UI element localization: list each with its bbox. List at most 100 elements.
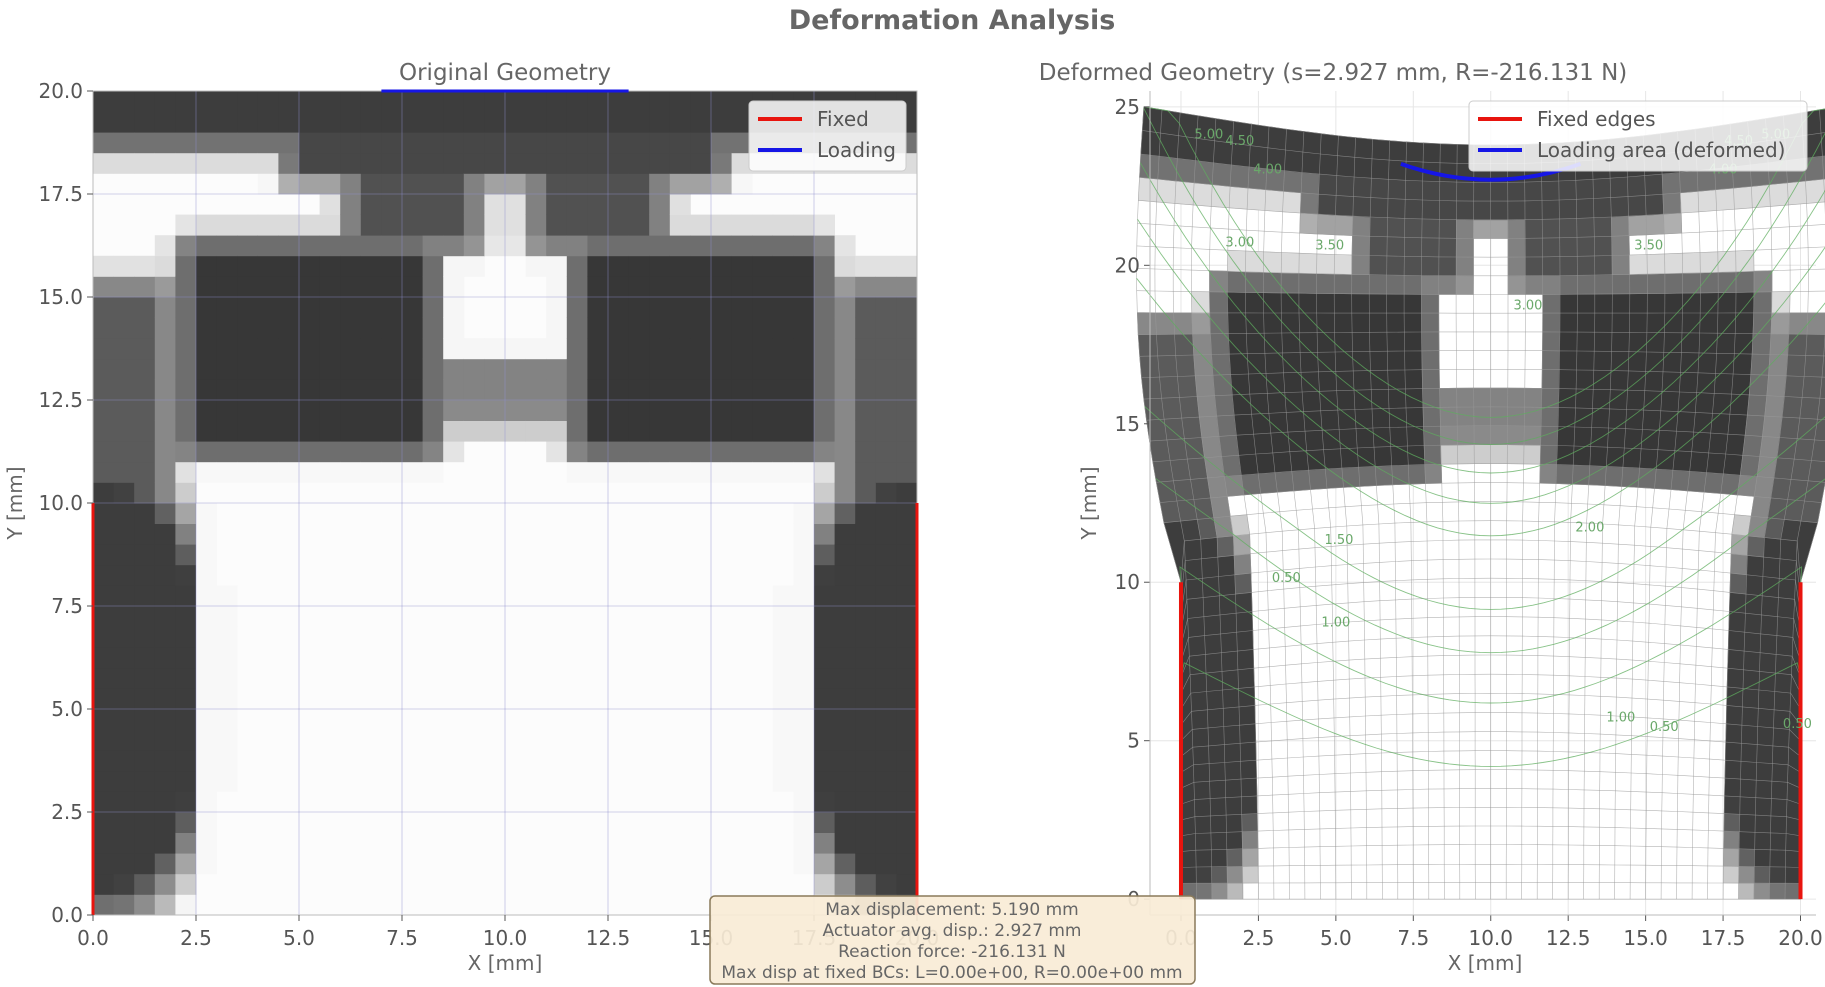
deformed-density-cell xyxy=(1608,408,1627,430)
left-density-cell xyxy=(628,297,650,318)
left-density-cell xyxy=(443,111,465,133)
left-density-cell xyxy=(669,152,691,174)
deformed-density-cell xyxy=(1664,272,1683,294)
left-density-cell xyxy=(257,173,279,195)
left-density-cell xyxy=(711,358,732,380)
deformed-density-cell xyxy=(1421,256,1440,276)
deformed-density-cell xyxy=(1640,429,1660,451)
left-density-cell xyxy=(196,729,217,751)
left-density-cell xyxy=(690,400,712,421)
left-density-cell xyxy=(113,832,135,854)
left-density-cell xyxy=(93,400,114,421)
left-density-cell xyxy=(752,400,774,421)
deformed-density-cell xyxy=(1785,354,1807,377)
left-density-cell xyxy=(402,379,423,401)
deformed-density-cell xyxy=(1672,450,1693,472)
deformed-density-cell xyxy=(1369,350,1389,371)
deformed-density-cell xyxy=(1188,654,1207,676)
deformed-density-cell xyxy=(1368,255,1388,276)
left-density-cell xyxy=(113,894,135,916)
left-density-cell xyxy=(134,358,156,380)
right-y-axis-label: Y [mm] xyxy=(1077,466,1101,540)
left-density-cell xyxy=(628,214,650,236)
deformed-density-cell xyxy=(1421,199,1440,220)
left-density-cell xyxy=(93,358,114,380)
left-density-cell xyxy=(154,441,176,463)
left-density-cell xyxy=(237,400,259,421)
left-density-cell xyxy=(772,626,794,648)
deformed-density-cell xyxy=(1611,331,1630,353)
left-density-cell xyxy=(196,358,217,380)
deformed-density-cell xyxy=(1316,273,1335,294)
deformed-density-cell xyxy=(1239,741,1257,762)
left-density-cell xyxy=(360,317,382,339)
left-density-cell xyxy=(731,111,753,133)
y-tick-label: 12.5 xyxy=(38,388,83,412)
deformed-density-cell xyxy=(1577,274,1596,295)
deformed-density-cell xyxy=(1438,275,1457,295)
left-density-cell xyxy=(422,420,444,442)
left-density-cell xyxy=(628,111,650,133)
deformed-density-cell xyxy=(1190,691,1208,712)
deformed-density-cell xyxy=(1609,370,1629,391)
left-density-cell xyxy=(793,214,815,236)
deformed-density-cell xyxy=(1722,453,1744,476)
contour-label: 0.50 xyxy=(1783,717,1812,732)
deformed-density-cell xyxy=(1204,633,1222,655)
left-density-cell xyxy=(340,235,362,257)
deformed-density-cell xyxy=(1541,180,1560,201)
left-density-cell xyxy=(299,379,320,401)
deformed-density-cell xyxy=(1280,252,1300,274)
deformed-density-cell xyxy=(1216,414,1237,437)
left-density-cell xyxy=(196,564,217,586)
deformed-density-cell xyxy=(1228,186,1249,210)
deformed-density-cell xyxy=(1759,633,1778,655)
left-density-cell xyxy=(752,441,774,463)
deformed-density-cell xyxy=(1336,389,1356,411)
mesh-line-horizontal xyxy=(1141,369,1825,379)
deformed-density-cell xyxy=(1575,178,1594,200)
x-tick-label: 7.5 xyxy=(1397,926,1429,950)
left-density-cell xyxy=(113,91,135,112)
left-density-cell xyxy=(669,297,691,318)
left-density-cell xyxy=(855,667,877,689)
x-tick-label: 10.0 xyxy=(1468,926,1513,950)
left-density-cell xyxy=(154,461,176,483)
deformed-density-cell xyxy=(1805,178,1825,204)
left-density-cell xyxy=(525,379,547,401)
left-density-cell xyxy=(113,132,135,154)
left-density-cell xyxy=(690,420,712,442)
deformed-density-cell xyxy=(1724,741,1742,762)
deformed-density-cell xyxy=(1775,654,1793,676)
deformed-density-cell xyxy=(1660,390,1680,412)
left-density-cell xyxy=(381,255,403,277)
mesh-line-horizontal xyxy=(1180,750,1801,773)
deformed-density-cell xyxy=(1201,436,1223,459)
left-density-cell xyxy=(690,358,712,380)
left-density-cell xyxy=(340,441,362,463)
left-density-cell xyxy=(154,482,176,504)
deformed-density-cell xyxy=(1576,236,1595,257)
left-density-cell xyxy=(731,297,753,318)
left-density-cell xyxy=(134,544,156,566)
deformed-density-cell xyxy=(1524,387,1543,408)
left-density-cell xyxy=(566,420,588,442)
left-density-cell xyxy=(711,461,732,483)
y-tick-label: 5.0 xyxy=(51,697,83,721)
deformed-density-cell xyxy=(1699,251,1719,274)
deformed-density-cell xyxy=(1739,796,1757,816)
deformed-density-cell xyxy=(1753,291,1773,314)
left-density-cell xyxy=(175,338,197,360)
left-density-cell xyxy=(608,91,629,112)
left-density-cell xyxy=(402,91,423,112)
deformed-density-cell xyxy=(1209,797,1227,817)
contour-label: 3.50 xyxy=(1634,238,1663,253)
left-density-cell xyxy=(772,235,794,257)
left-density-cell xyxy=(443,441,465,463)
deformed-density-cell xyxy=(1227,249,1247,273)
left-density-cell xyxy=(463,91,485,112)
left-density-cell xyxy=(855,729,877,751)
left-density-cell xyxy=(422,358,444,380)
deformed-density-cell xyxy=(1422,142,1441,164)
deformed-density-cell xyxy=(1137,334,1159,357)
